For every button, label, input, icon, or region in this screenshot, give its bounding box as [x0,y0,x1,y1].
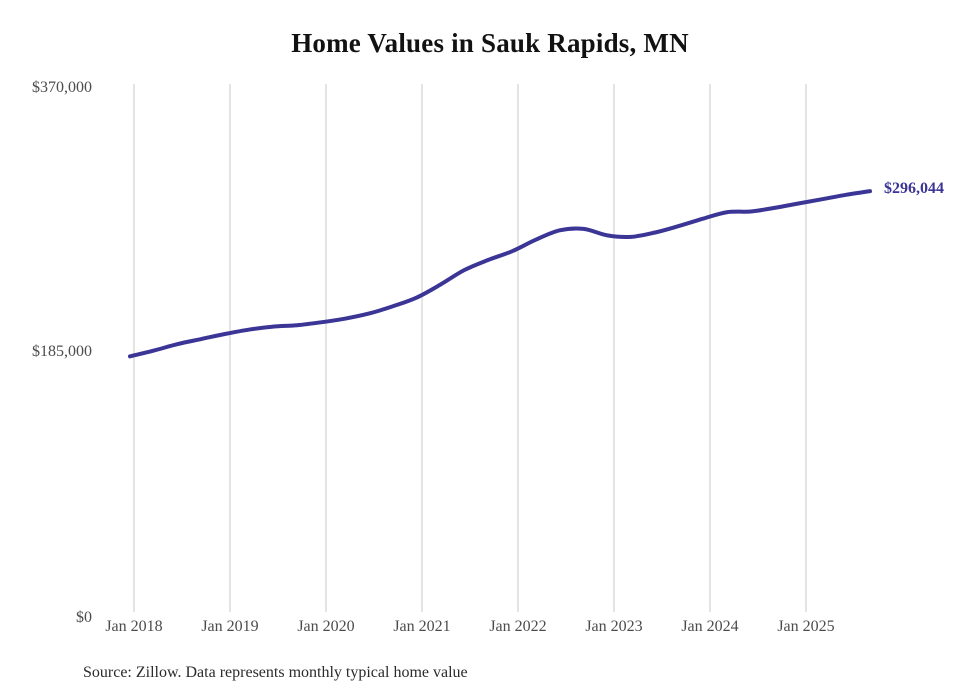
chart-title: Home Values in Sauk Rapids, MN [291,28,689,58]
end-value-annotation: $296,044 [884,180,944,198]
gridlines-group [133,84,807,612]
source-note: Source: Zillow. Data represents monthly … [83,664,468,681]
plot-svg [128,84,872,612]
x-axis-tick-jan-2023: Jan 2023 [585,618,643,635]
x-axis-tick-jan-2020: Jan 2020 [297,618,355,635]
x-axis-tick-jan-2022: Jan 2022 [489,618,547,635]
plot-area [128,84,872,612]
x-axis-tick-jan-2018: Jan 2018 [105,618,163,635]
y-axis-tick-185000: $185,000 [32,343,92,360]
x-axis-tick-jan-2025: Jan 2025 [777,618,835,635]
x-axis-tick-jan-2019: Jan 2019 [201,618,259,635]
series-group [128,189,872,359]
x-axis-tick-jan-2024: Jan 2024 [681,618,739,635]
x-axis-tick-jan-2021: Jan 2021 [393,618,451,635]
y-axis-tick-370000: $370,000 [32,79,92,96]
series-line-typical-home-value [128,189,872,359]
y-axis-tick-0: $0 [76,609,92,626]
